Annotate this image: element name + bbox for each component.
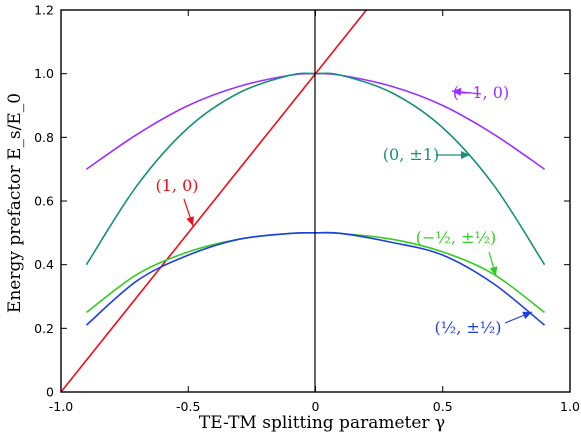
y-tick-label: 0.8 bbox=[34, 130, 54, 145]
series-label-1: (0, ±1) bbox=[383, 145, 439, 164]
series-label-3: (−½, ±½) bbox=[416, 228, 496, 247]
series-label-2: (1, 0) bbox=[155, 176, 198, 195]
x-tick-label: -1.0 bbox=[49, 399, 73, 414]
x-tick-label: 0.5 bbox=[433, 399, 453, 414]
y-tick-label: 0 bbox=[46, 385, 54, 400]
series-label-0: (−1, 0) bbox=[453, 83, 509, 102]
y-tick-label: 0.2 bbox=[34, 321, 54, 336]
annotations: (−1, 0) (0, ±1) (1, 0) (−½, ±½) (½, ±½) bbox=[155, 83, 533, 337]
x-axis-title: TE-TM splitting parameter γ bbox=[199, 413, 445, 433]
series-label-arrowhead bbox=[489, 266, 498, 276]
series-label-arrowhead bbox=[452, 87, 462, 96]
y-tick-label: 1.2 bbox=[34, 3, 54, 18]
ticks bbox=[60, 9, 571, 393]
series-label-4: (½, ±½) bbox=[434, 318, 501, 337]
x-tick-label: 1.0 bbox=[560, 399, 580, 414]
tick-labels: -1.0 -0.5 0 0.5 1.0 0 0.2 0.4 0.6 0.8 1.0 1.2 bbox=[34, 3, 580, 415]
y-tick-label: 0.6 bbox=[34, 194, 54, 209]
series-label-arrowhead bbox=[522, 311, 532, 320]
y-tick-label: 1.0 bbox=[34, 66, 54, 81]
series-label-arrowhead bbox=[186, 216, 194, 226]
y-axis-title: Energy prefactor E_s/E_0 bbox=[5, 93, 25, 313]
series-label-arrowhead bbox=[461, 151, 470, 159]
x-tick-label: -0.5 bbox=[176, 399, 200, 414]
y-tick-label: 0.4 bbox=[34, 257, 54, 272]
x-tick-label: 0 bbox=[312, 399, 320, 414]
